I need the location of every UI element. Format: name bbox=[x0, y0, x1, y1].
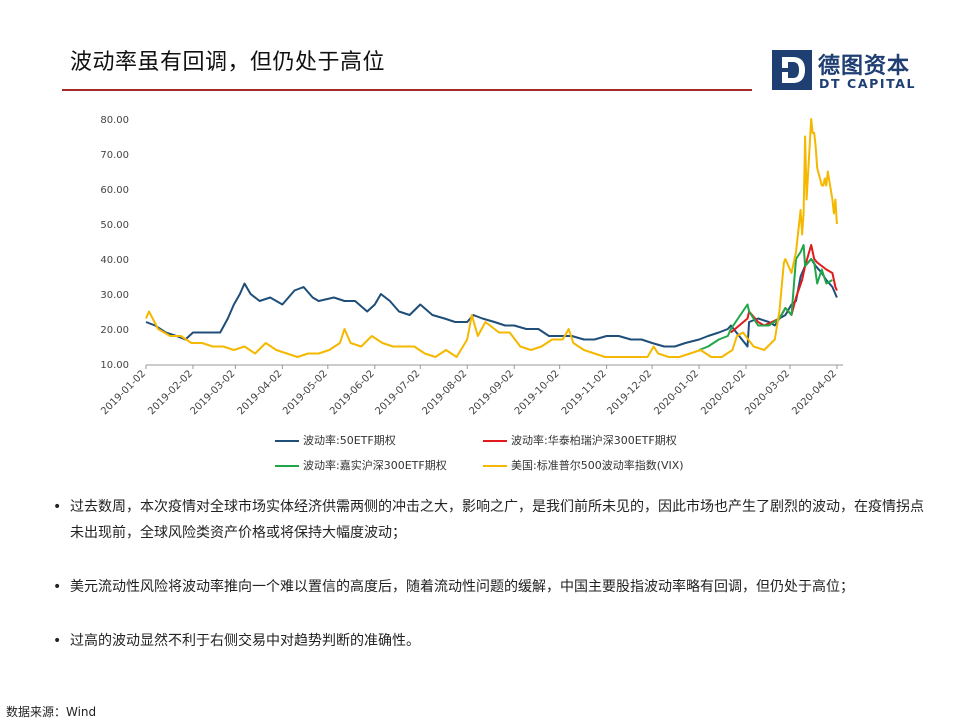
x-tick-label: 2020-02-02 bbox=[699, 368, 748, 417]
series-line-jiashi bbox=[698, 244, 833, 351]
y-tick-label: 40.00 bbox=[100, 255, 129, 266]
x-tick-label: 2020-03-02 bbox=[743, 368, 792, 417]
legend-swatch-jiashi bbox=[275, 465, 299, 467]
x-axis: 2019-01-022019-02-022019-03-022019-04-02… bbox=[99, 364, 843, 417]
y-tick-label: 50.00 bbox=[100, 220, 129, 231]
y-tick-label: 10.00 bbox=[100, 360, 129, 371]
volatility-line-chart: 10.00 20.00 30.00 40.00 50.00 60.00 70.00 80.00… bbox=[99, 115, 843, 417]
bullet-item: 过高的波动显然不利于右侧交易中对趋势判断的准确性。 bbox=[50, 628, 930, 654]
series-line-50etf bbox=[145, 258, 838, 348]
data-source-note: 数据来源：Wind bbox=[6, 705, 97, 719]
y-tick-label: 80.00 bbox=[100, 115, 129, 126]
series-line-vix bbox=[145, 118, 838, 358]
logo-mark-icon bbox=[772, 50, 812, 90]
x-tick-label: 2019-03-02 bbox=[189, 368, 238, 417]
x-tick-label: 2019-08-02 bbox=[420, 368, 469, 417]
y-tick-label: 70.00 bbox=[100, 150, 129, 161]
legend-item-50etf: 波动率:50ETF期权 bbox=[275, 432, 396, 448]
x-tick-label: 2019-01-02 bbox=[99, 368, 148, 417]
y-tick-label: 60.00 bbox=[100, 185, 129, 196]
bullet-item: 美元流动性风险将波动率推向一个难以置信的高度后，随着流动性问题的缓解，中国主要股… bbox=[50, 574, 930, 600]
slide-title: 波动率虽有回调，但仍处于高位 bbox=[70, 50, 386, 75]
bullet-item: 过去数周，本次疫情对全球市场实体经济供需两侧的冲击之大，影响之广，是我们前所未见… bbox=[50, 494, 930, 546]
x-tick-label: 2019-04-02 bbox=[236, 368, 285, 417]
chart-legend: 波动率:50ETF期权 波动率:华泰柏瑞沪深300ETF期权 波动率:嘉实沪深3… bbox=[275, 432, 775, 472]
title-divider bbox=[62, 89, 752, 91]
x-tick-label: 2020-01-02 bbox=[652, 368, 701, 417]
x-tick-label: 2019-06-02 bbox=[328, 368, 377, 417]
company-logo: 德图资本 DT CAPITAL bbox=[772, 44, 917, 94]
legend-label-huatai: 波动率:华泰柏瑞沪深300ETF期权 bbox=[511, 434, 677, 447]
x-tick-label: 2019-12-02 bbox=[605, 368, 654, 417]
x-tick-label: 2019-09-02 bbox=[467, 368, 516, 417]
x-tick-label: 2019-05-02 bbox=[281, 368, 330, 417]
legend-swatch-huatai bbox=[483, 440, 507, 442]
y-tick-label: 30.00 bbox=[100, 290, 129, 301]
logo-en-text: DT CAPITAL bbox=[819, 76, 917, 91]
legend-label-50etf: 波动率:50ETF期权 bbox=[303, 434, 396, 447]
x-tick-label: 2019-10-02 bbox=[513, 368, 562, 417]
x-tick-label: 2019-11-02 bbox=[560, 368, 609, 417]
series-line-huatai bbox=[730, 244, 838, 334]
bullet-list: 过去数周，本次疫情对全球市场实体经济供需两侧的冲击之大，影响之广，是我们前所未见… bbox=[50, 494, 930, 682]
series-layer bbox=[145, 118, 838, 358]
legend-item-jiashi: 波动率:嘉实沪深300ETF期权 bbox=[275, 457, 447, 473]
legend-swatch-50etf bbox=[275, 440, 299, 442]
legend-item-vix: 美国:标准普尔500波动率指数(VIX) bbox=[483, 457, 684, 473]
legend-item-huatai: 波动率:华泰柏瑞沪深300ETF期权 bbox=[483, 432, 677, 448]
legend-label-vix: 美国:标准普尔500波动率指数(VIX) bbox=[511, 459, 684, 472]
x-tick-label: 2020-04-02 bbox=[790, 368, 839, 417]
y-tick-label: 20.00 bbox=[100, 325, 129, 336]
y-axis-labels: 10.00 20.00 30.00 40.00 50.00 60.00 70.00 80.00 bbox=[100, 115, 129, 371]
legend-label-jiashi: 波动率:嘉实沪深300ETF期权 bbox=[303, 459, 447, 472]
x-tick-label: 2019-07-02 bbox=[373, 368, 422, 417]
legend-swatch-vix bbox=[483, 465, 507, 467]
logo-cn-text: 德图资本 bbox=[818, 54, 911, 79]
